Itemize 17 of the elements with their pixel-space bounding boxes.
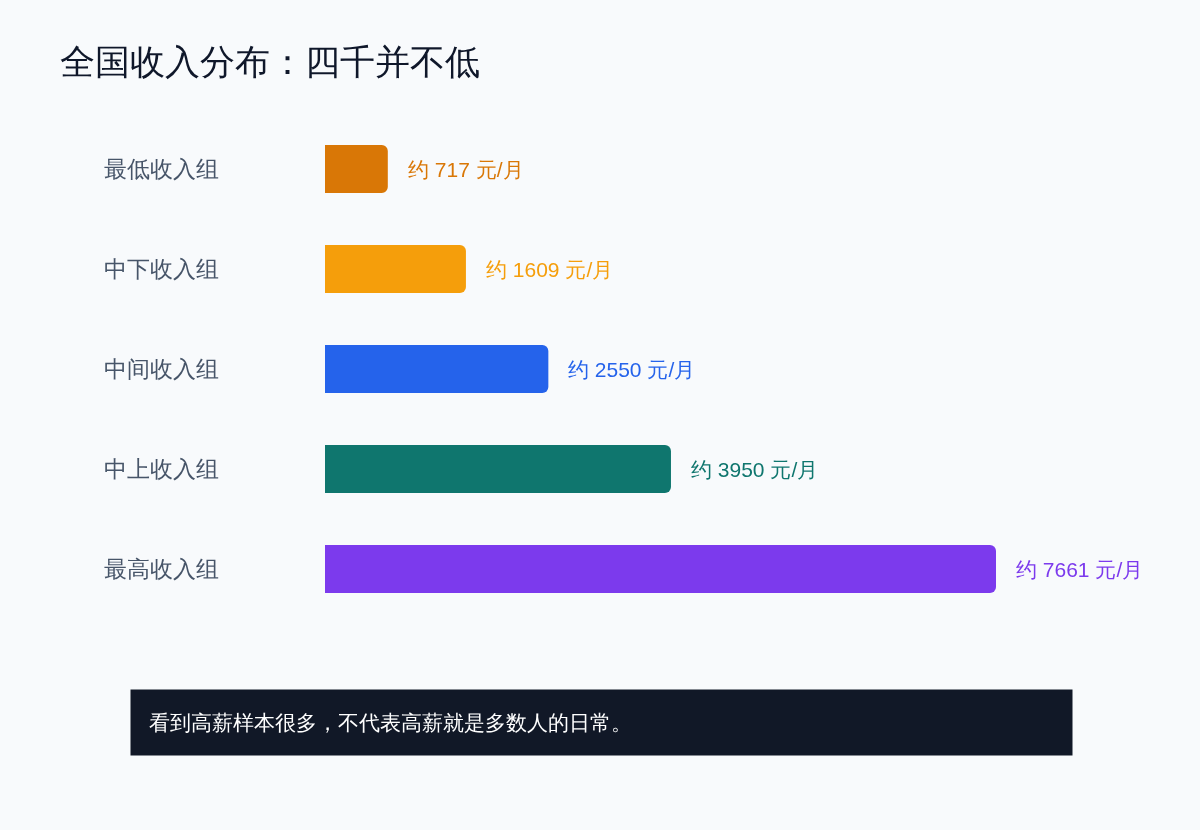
bar — [325, 445, 671, 493]
data-label: 约 3950 元/月 — [691, 458, 819, 481]
text: 看到高薪样本很多，不代表高薪就是多数人的日常。 — [149, 711, 632, 734]
data-label: 约 2550 元/月 — [568, 358, 696, 381]
y-tick-label: 中上收入组 — [104, 456, 219, 483]
data-label: 约 7661 元/月 — [1016, 558, 1144, 581]
bar — [325, 345, 549, 393]
data-label: 约 1609 元/月 — [486, 258, 614, 281]
bar — [325, 545, 996, 593]
y-tick-label: 最低收入组 — [104, 156, 219, 183]
data-label: 约 717 元/月 — [408, 158, 524, 181]
bar — [325, 245, 466, 293]
y-tick-label: 中下收入组 — [104, 256, 219, 283]
y-tick-label: 中间收入组 — [104, 356, 219, 383]
y-tick-label: 最高收入组 — [104, 556, 219, 583]
bar — [325, 145, 388, 193]
chart-title: 全国收入分布：四千并不低 — [60, 42, 480, 82]
